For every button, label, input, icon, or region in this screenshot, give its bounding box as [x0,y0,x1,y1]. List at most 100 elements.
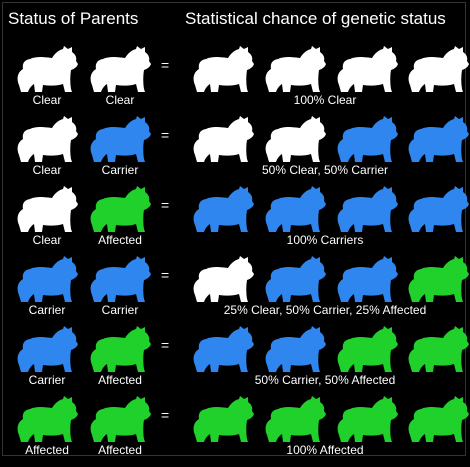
parent-dog [87,115,153,163]
offspring-column-heading: Statistical chance of genetic status [185,9,446,28]
offspring-dog [334,395,400,443]
dog-silhouette-icon [337,116,398,162]
parent-status-label: Affected [98,443,142,457]
parent-status-label: Clear [32,93,62,107]
offspring-dog [190,45,256,93]
dog-silhouette-icon [265,46,326,92]
offspring-dog [262,45,328,93]
cross-row: Carrier Carrier = 25% Clear, 50% Carrier, 2… [0,255,470,327]
offspring-probability-label: 100% Affected [286,443,364,457]
offspring-dog [405,255,470,303]
parent-status-label: Affected [98,373,142,387]
cross-row: Clear Clear = 100% Clear [0,45,470,117]
equals-sign: = [161,127,170,143]
offspring-dog [262,115,328,163]
dog-silhouette-icon [17,186,78,232]
offspring-dog [190,185,256,233]
parent-dog [14,45,80,93]
dog-silhouette-icon [265,186,326,232]
dog-silhouette-icon [265,396,326,442]
dog-silhouette-icon [193,256,254,302]
offspring-dog [405,185,470,233]
parent-dog [14,255,80,303]
offspring-probability-label: 50% Carrier, 50% Affected [254,373,396,387]
parent-status-label: Carrier [101,163,139,177]
equals-sign: = [161,337,170,353]
dog-silhouette-icon [337,186,398,232]
parent-dog [14,395,80,443]
equals-sign: = [161,197,170,213]
offspring-dog [334,255,400,303]
parent-status-label: Clear [32,233,62,247]
offspring-dog [262,395,328,443]
dog-silhouette-icon [408,46,469,92]
dog-silhouette-icon [193,116,254,162]
offspring-dog [405,325,470,373]
parent-status-label: Affected [98,233,142,247]
parent-dog [87,185,153,233]
dog-silhouette-icon [265,256,326,302]
parent-status-label: Carrier [101,303,139,317]
dog-silhouette-icon [90,46,151,92]
figure-frame [2,2,466,456]
dog-silhouette-icon [408,326,469,372]
equals-sign: = [161,57,170,73]
dog-silhouette-icon [17,326,78,372]
dog-silhouette-icon [337,256,398,302]
offspring-dog [334,45,400,93]
dog-silhouette-icon [265,326,326,372]
dog-silhouette-icon [337,46,398,92]
dog-silhouette-icon [193,46,254,92]
dog-silhouette-icon [193,186,254,232]
dog-silhouette-icon [90,186,151,232]
offspring-probability-label: 50% Clear, 50% Carrier [261,163,389,177]
offspring-dog [262,185,328,233]
dog-silhouette-icon [337,396,398,442]
offspring-dog [262,255,328,303]
dog-silhouette-icon [265,116,326,162]
dog-silhouette-icon [17,256,78,302]
cross-row: Affected Affected = 100% Affected [0,395,470,467]
dog-silhouette-icon [90,326,151,372]
parent-dog [87,255,153,303]
dog-silhouette-icon [193,396,254,442]
parent-dog [14,325,80,373]
offspring-dog [190,395,256,443]
parents-column-heading: Status of Parents [8,9,139,28]
offspring-dog [334,325,400,373]
dog-silhouette-icon [17,116,78,162]
offspring-dog [262,325,328,373]
dog-silhouette-icon [90,396,151,442]
dog-silhouette-icon [408,396,469,442]
parent-status-label: Clear [105,93,135,107]
parent-dog [87,45,153,93]
parent-dog [14,115,80,163]
dog-silhouette-icon [193,326,254,372]
dog-silhouette-icon [90,256,151,302]
offspring-dog [334,115,400,163]
dog-silhouette-icon [408,186,469,232]
dog-silhouette-icon [17,396,78,442]
cross-row: Clear Carrier = 50% Clear, 50% Carrier [0,115,470,187]
dog-silhouette-icon [337,326,398,372]
offspring-dog [405,395,470,443]
offspring-probability-label: 25% Clear, 50% Carrier, 25% Affected [223,303,427,317]
offspring-dog [405,115,470,163]
parent-status-label: Clear [32,163,62,177]
parent-status-label: Carrier [28,373,66,387]
dog-silhouette-icon [17,46,78,92]
parent-dog [87,325,153,373]
parent-status-label: Affected [25,443,69,457]
parent-status-label: Carrier [28,303,66,317]
equals-sign: = [161,407,170,423]
offspring-dog [190,115,256,163]
offspring-probability-label: 100% Carriers [286,233,364,247]
equals-sign: = [161,267,170,283]
dog-silhouette-icon [408,256,469,302]
cross-row: Clear Affected = 100% Carriers [0,185,470,257]
offspring-dog [405,45,470,93]
parent-dog [14,185,80,233]
parent-dog [87,395,153,443]
offspring-dog [334,185,400,233]
offspring-probability-label: 100% Clear [293,93,357,107]
